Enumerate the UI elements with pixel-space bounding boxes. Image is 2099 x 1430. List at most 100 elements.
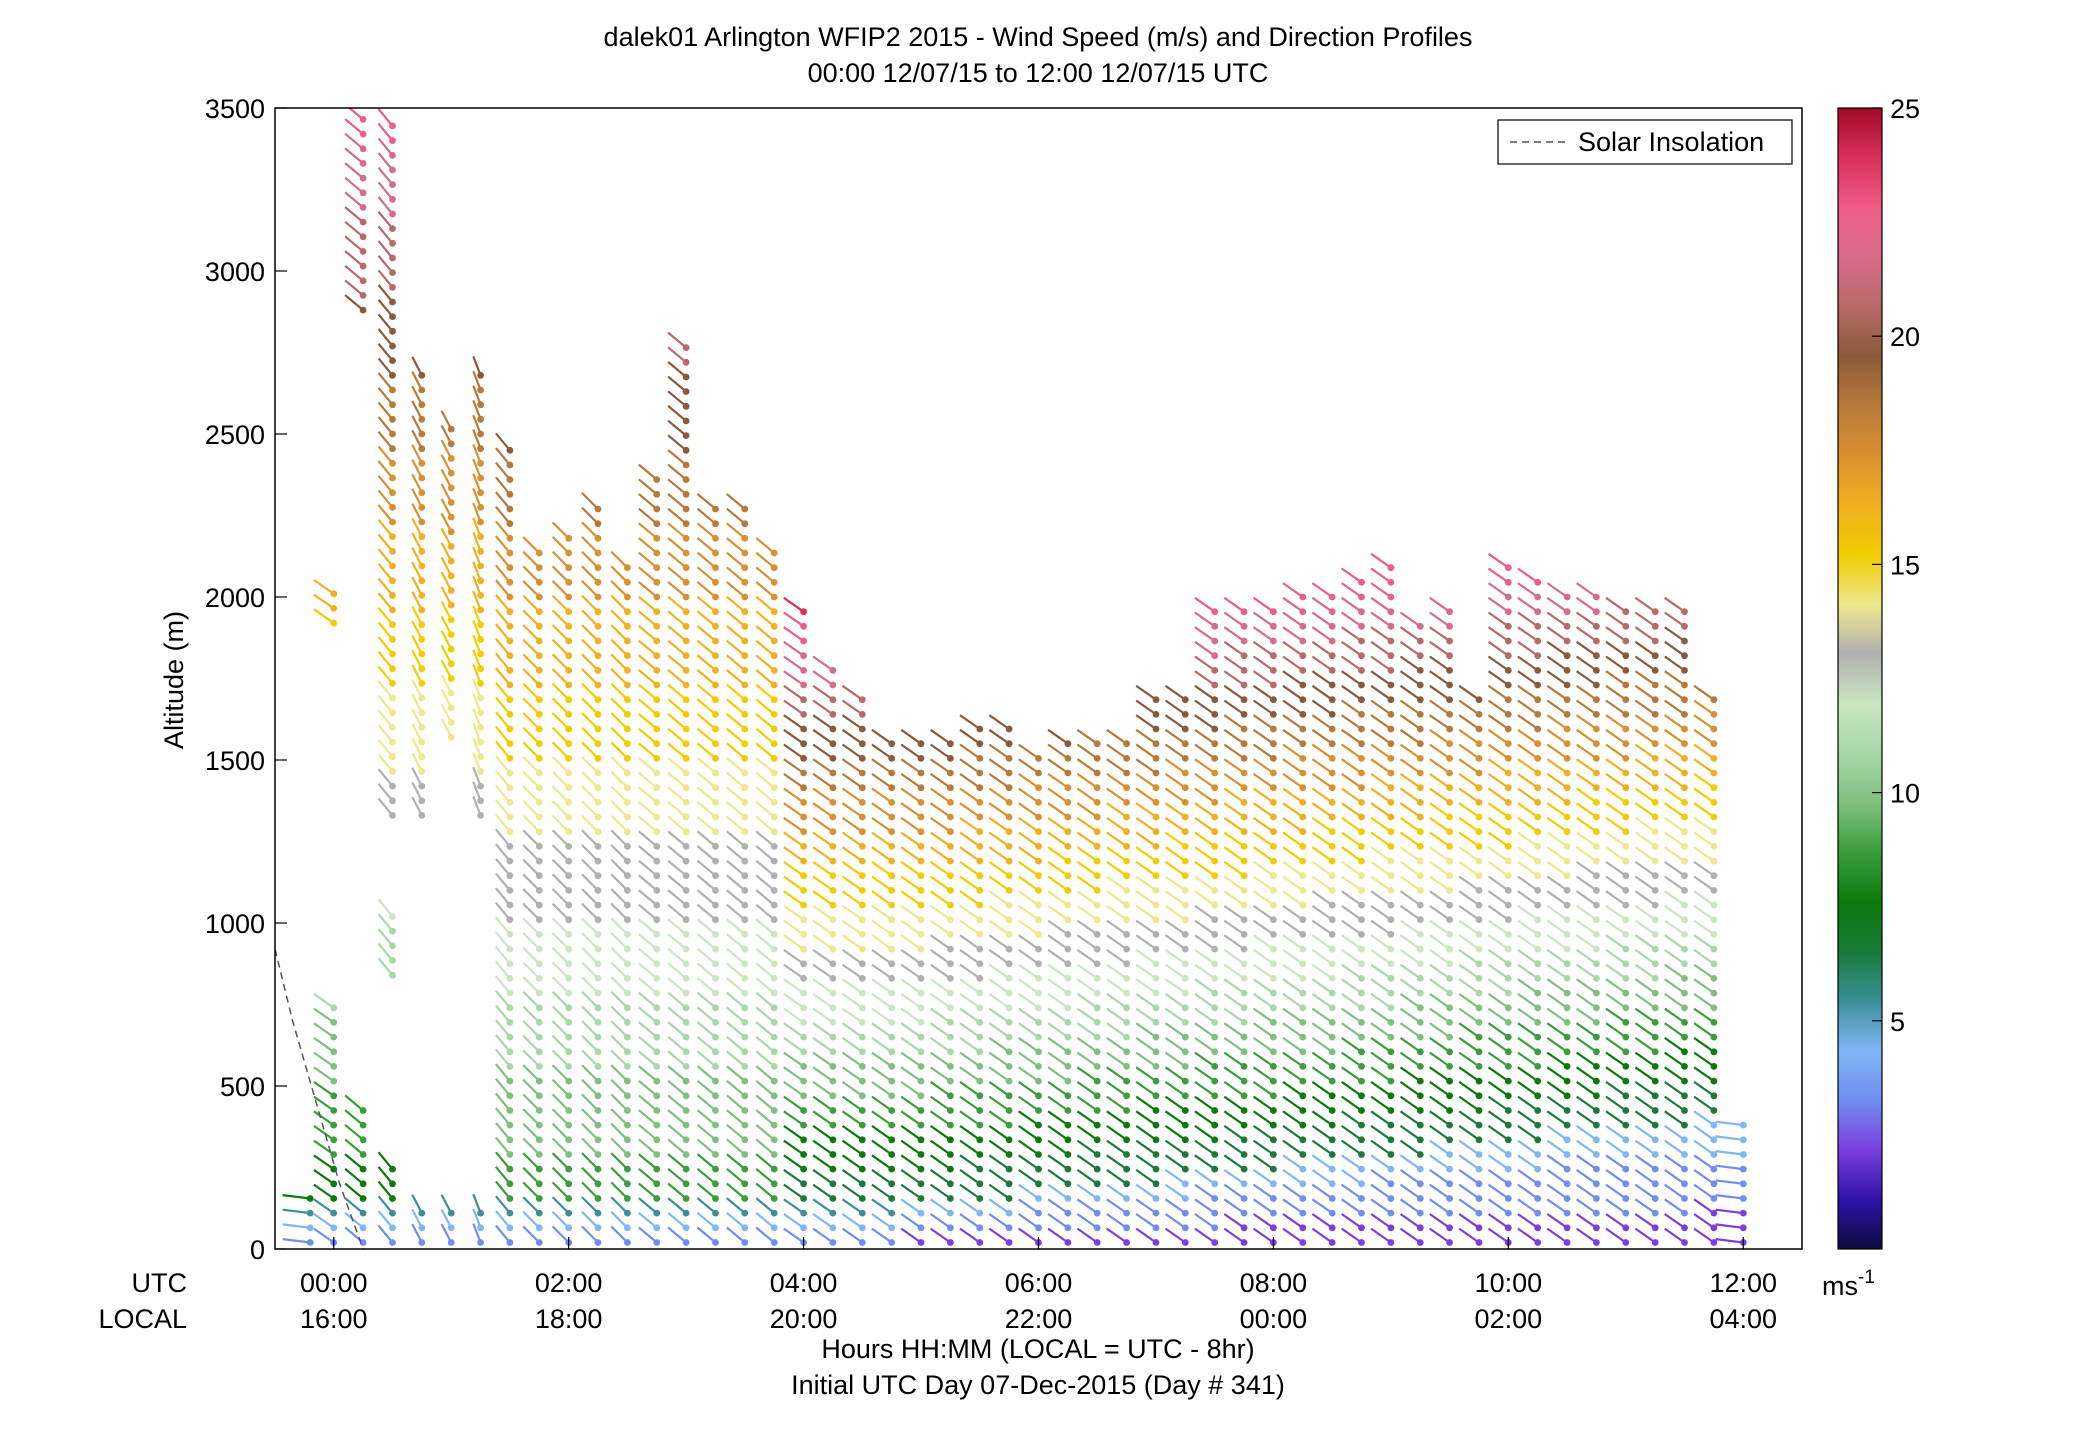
wind-barb-dot [1504, 1121, 1512, 1129]
wind-barb [871, 978, 893, 995]
wind-barb-dot [565, 843, 573, 850]
wind-barb-dot [1093, 872, 1101, 880]
wind-barb-dot [594, 593, 602, 601]
wind-barb-dot [1064, 1033, 1072, 1041]
wind-barb-dot [1622, 1224, 1630, 1232]
wind-barb [755, 1035, 775, 1053]
wind-barb [551, 1108, 570, 1126]
wind-barb-dot [682, 667, 690, 674]
wind-barb [1194, 1036, 1216, 1053]
wind-barb-dot [1005, 960, 1013, 968]
wind-barb [1135, 934, 1157, 951]
wind-barb [440, 615, 453, 636]
wind-barb-dot [594, 1195, 602, 1202]
wind-barb [900, 1080, 922, 1097]
wind-barb [1458, 1227, 1480, 1244]
wind-barb [988, 1168, 1010, 1185]
wind-barb [1076, 802, 1098, 818]
wind-barb-dot [1240, 725, 1248, 733]
wind-barb [1605, 728, 1627, 745]
wind-barb [988, 860, 1010, 877]
wind-barb-dot [1240, 1195, 1248, 1202]
wind-barb [1252, 992, 1275, 1009]
wind-barb [1429, 904, 1451, 921]
wind-barb-dot [1064, 945, 1072, 953]
wind-barb [726, 991, 746, 1009]
wind-barb [1487, 626, 1509, 642]
wind-barb [522, 1078, 541, 1097]
wind-barb-dot [917, 901, 925, 909]
wind-barb-dot [1651, 667, 1659, 674]
wind-barb-dot [330, 619, 338, 627]
wind-barb [1634, 1168, 1656, 1185]
wind-barb [1106, 1183, 1128, 1200]
wind-barb [1664, 1198, 1686, 1215]
wind-barb [411, 459, 423, 479]
wind-barb [1517, 567, 1539, 584]
wind-barb-dot [1270, 637, 1277, 645]
wind-barb [1487, 919, 1509, 936]
wind-barb [1223, 1066, 1245, 1083]
wind-barb [1546, 860, 1568, 877]
wind-barb-dot [976, 1107, 984, 1114]
wind-barb [726, 639, 746, 657]
wind-barb-dot [1181, 725, 1189, 733]
wind-barb-dot [741, 1121, 749, 1129]
wind-barb [1106, 1095, 1128, 1112]
wind-barb-dot [1563, 1107, 1571, 1114]
wind-barb-dot [1358, 945, 1365, 953]
wind-barb-dot [1593, 1239, 1600, 1246]
wind-barb [1487, 772, 1509, 789]
wind-barb-dot [1681, 622, 1688, 630]
wind-barb-dot [565, 1004, 573, 1012]
wind-barb [726, 1211, 746, 1229]
wind-barb-dot [565, 872, 573, 880]
wind-barb [929, 802, 952, 818]
wind-barb-dot [1534, 1224, 1542, 1232]
wind-barb-dot [1651, 1180, 1659, 1188]
wind-barb-dot [594, 622, 602, 630]
wind-barb [581, 712, 599, 730]
wind-barb-dot [1563, 1121, 1571, 1129]
wind-barb [959, 1051, 981, 1068]
wind-barb-dot [1534, 1077, 1542, 1085]
wind-barb [900, 1198, 922, 1215]
wind-barb-dot [653, 1165, 661, 1173]
wind-barb-dot [1299, 1224, 1307, 1232]
wind-barb-dot [770, 1224, 778, 1232]
wind-barb [1605, 787, 1627, 804]
wind-barb-dot [712, 1224, 719, 1232]
wind-barb-dot [1446, 931, 1453, 938]
wind-barb-dot [1240, 681, 1248, 689]
wind-barb-dot [829, 872, 837, 880]
wind-barb-dot [976, 960, 984, 968]
wind-barb-dot [653, 667, 661, 674]
wind-barb-dot [770, 608, 778, 616]
wind-barb [1399, 919, 1421, 936]
wind-barb [1399, 890, 1421, 907]
wind-barb-dot [594, 1165, 602, 1173]
wind-barb-dot [1622, 1092, 1630, 1100]
wind-barb-dot [1651, 1165, 1659, 1173]
wind-barb [610, 653, 629, 672]
wind-barb [1252, 1124, 1275, 1141]
wind-barb [495, 784, 511, 804]
wind-barb-dot [1152, 887, 1160, 894]
wind-barb [959, 992, 981, 1009]
wind-barb [812, 816, 834, 833]
wind-barb [495, 960, 511, 980]
wind-barb [377, 607, 394, 626]
wind-barb [1517, 846, 1539, 863]
wind-barb-dot [1299, 784, 1307, 792]
wind-barb-dot [624, 1048, 631, 1056]
wind-barb-dot [1211, 1121, 1219, 1129]
wind-barb-dot [1181, 1209, 1189, 1217]
wind-barb [1076, 963, 1098, 980]
wind-barb [440, 644, 453, 665]
wind-barb [1634, 772, 1656, 789]
wind-barb-dot [1211, 1004, 1219, 1012]
wind-barb-dot [1446, 652, 1453, 660]
wind-barb [726, 493, 746, 510]
wind-barb [581, 697, 599, 716]
wind-barb [1341, 758, 1363, 774]
